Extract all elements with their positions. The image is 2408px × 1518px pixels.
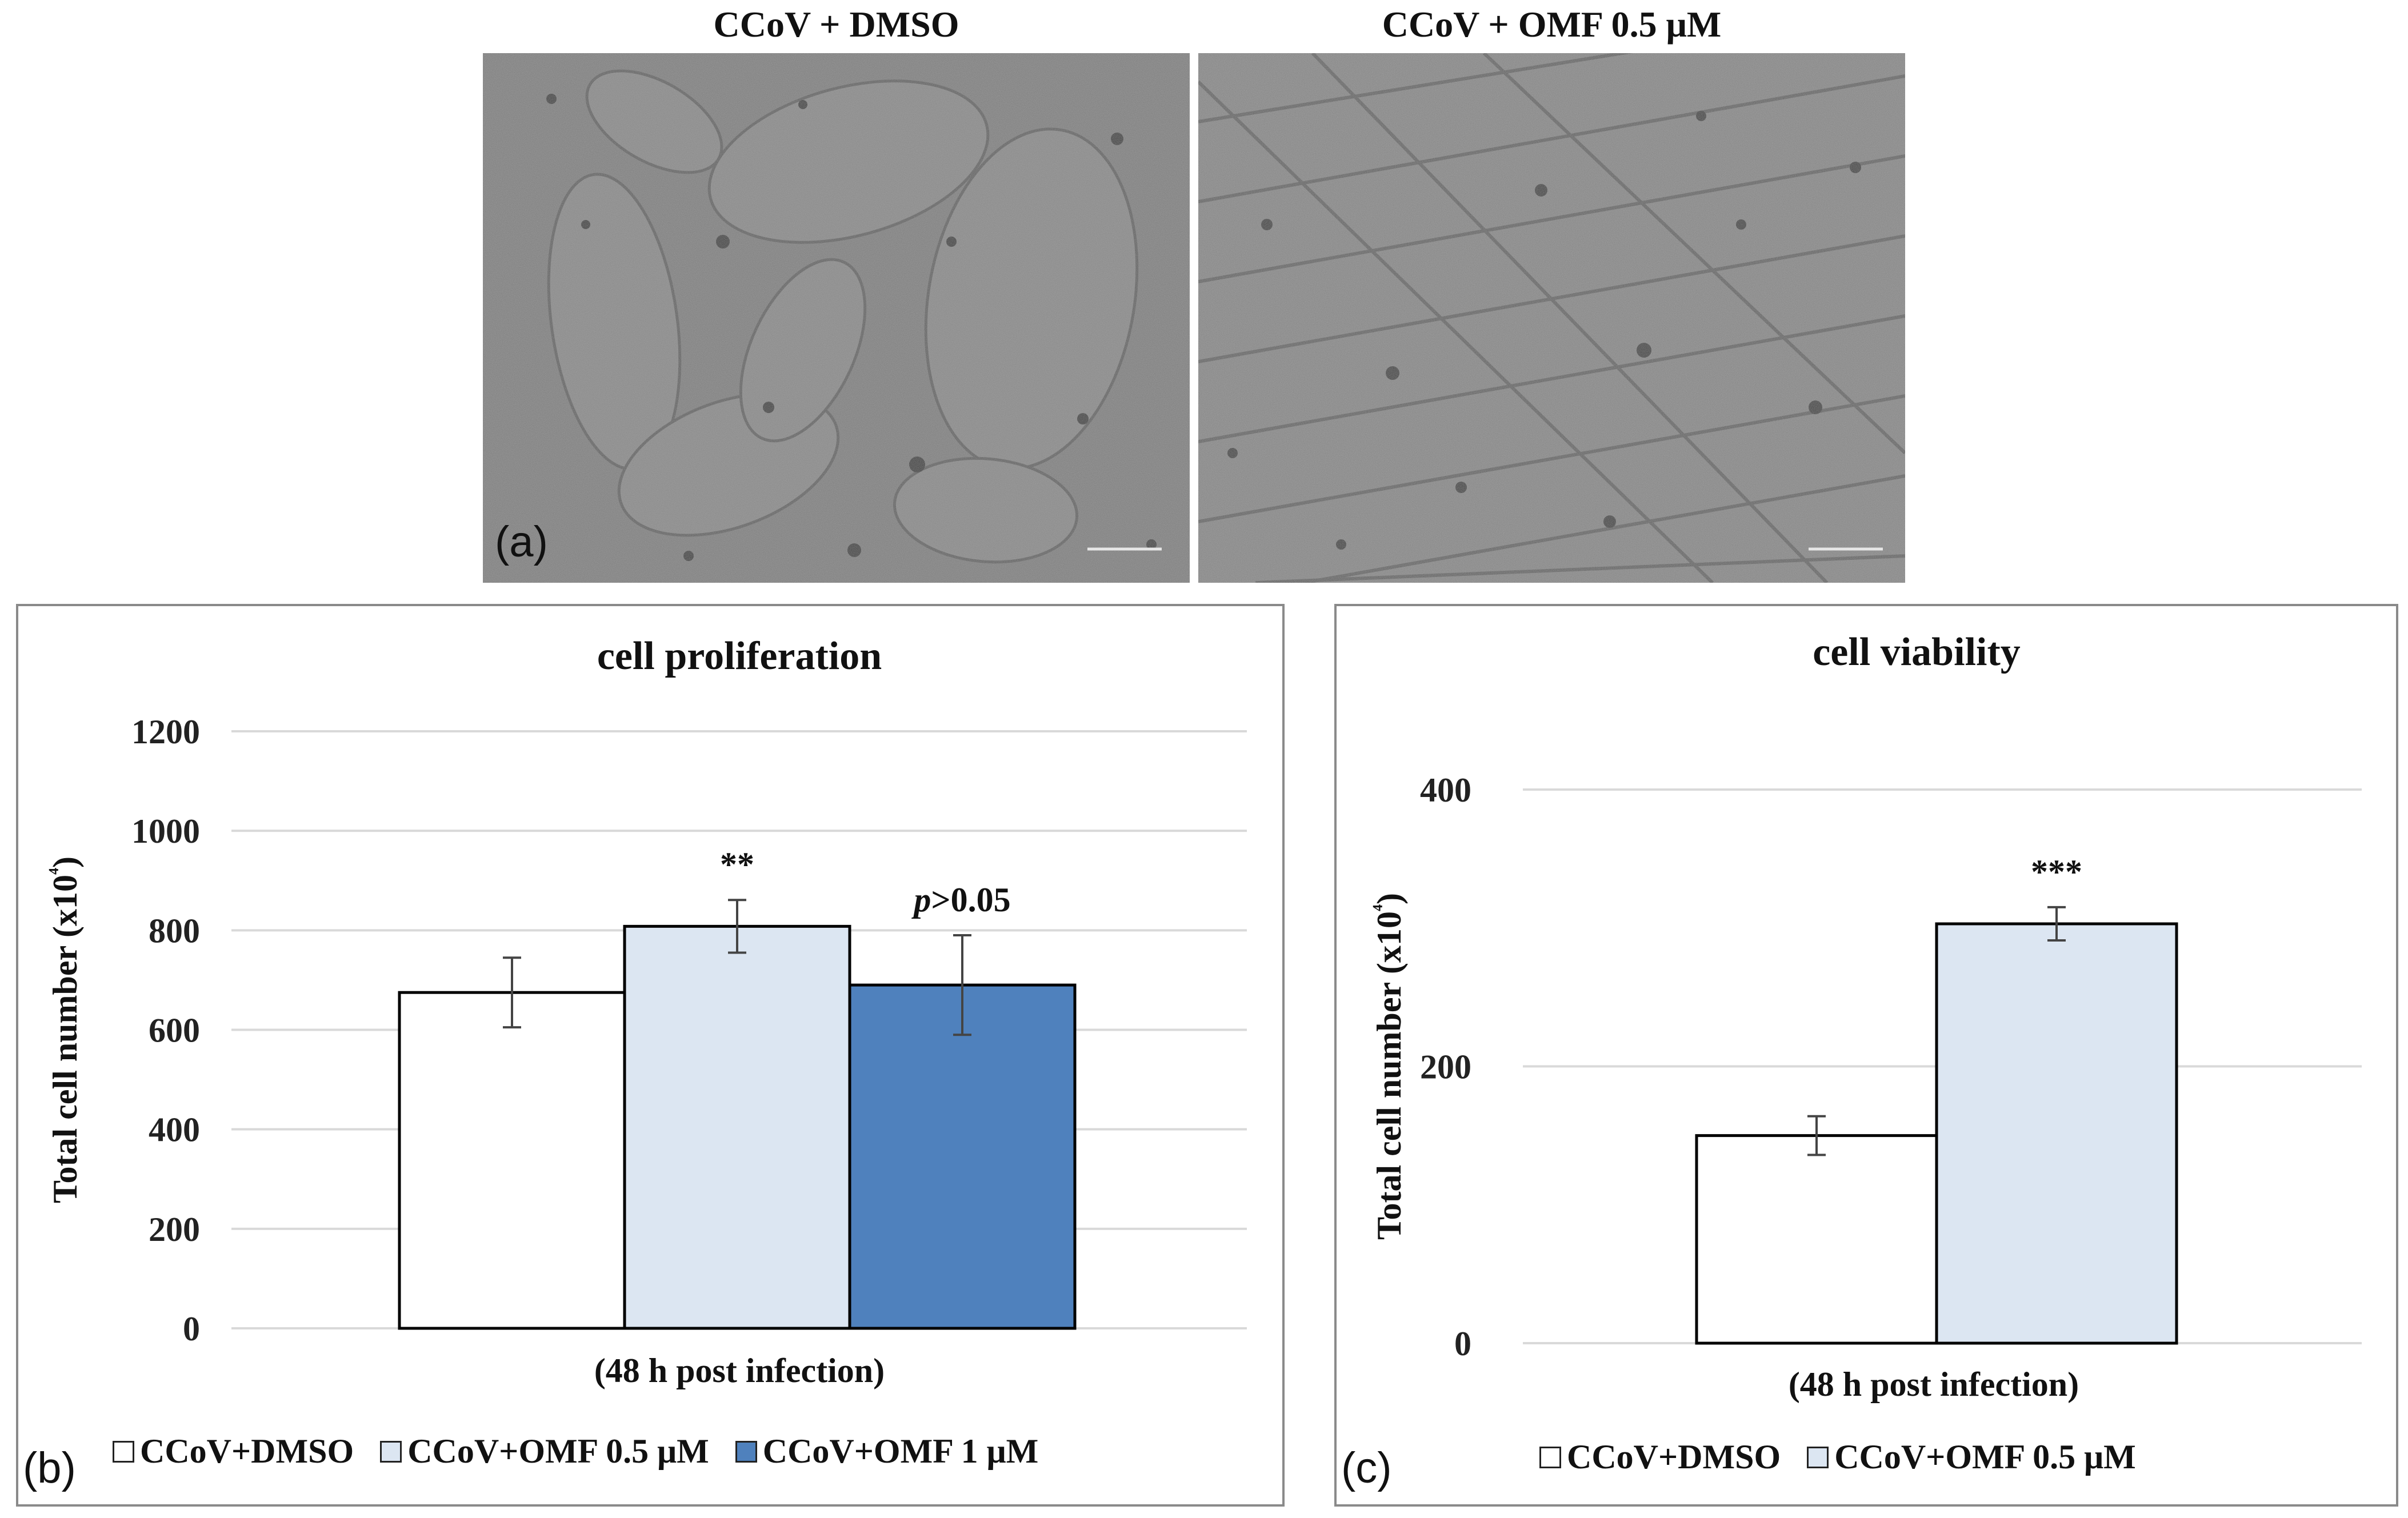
chart-title: cell proliferation — [597, 634, 882, 678]
y-tick-label: 0 — [1454, 1325, 1471, 1363]
y-axis-label: Total cell number (x10⁴) — [1367, 893, 1409, 1240]
proliferation-chart: cell proliferation 0 200 400 600 800 1000 1200 T… — [43, 634, 1247, 1389]
panel-label-a: (a) — [495, 518, 548, 566]
micrograph-dmso — [483, 53, 1190, 583]
significance-label-ccov-omf-1-m: p>0.05 — [911, 881, 1010, 919]
bar-ccov-dmso — [398, 991, 626, 1330]
y-tick-label: 200 — [1420, 1048, 1471, 1086]
y-tick-label: 1200 — [131, 713, 200, 751]
legend-item-omf-05: CCoV+OMF 0.5 μM — [1807, 1437, 2136, 1477]
y-tick-label: 800 — [149, 912, 200, 950]
legend-item-dmso: CCoV+DMSO — [1539, 1437, 1781, 1477]
bar-ccov-omf-0-5-m — [623, 924, 851, 1330]
y-axis-label: Total cell number (x10⁴) — [43, 856, 85, 1203]
legend-label-omf-05: CCoV+OMF 0.5 μM — [1834, 1438, 2136, 1476]
y-tick-label: 400 — [1420, 771, 1471, 809]
y-tick-label: 200 — [149, 1211, 200, 1248]
micrograph-title-omf: CCoV + OMF 0.5 μM — [1382, 4, 1722, 45]
x-axis-label: (48 h post infection) — [1789, 1365, 2079, 1403]
legend-label-omf-1: CCoV+OMF 1 μM — [762, 1432, 1039, 1470]
bar-ccov-omf-0-5-m — [1935, 922, 2178, 1345]
y-tick-label: 400 — [149, 1111, 200, 1149]
significance-label-ccov-omf-0-5-m: *** — [2031, 853, 2082, 891]
panel-label-c: (c) — [1341, 1444, 1392, 1492]
legend-swatch-dmso — [1539, 1446, 1561, 1468]
bar-ccov-omf-1-m — [848, 983, 1077, 1330]
legend-label-dmso: CCoV+DMSO — [140, 1432, 354, 1470]
significance-label-ccov-omf-0-5-m: ** — [720, 846, 754, 883]
micrograph-title-dmso: CCoV + DMSO — [713, 4, 959, 45]
legend-item-omf-1: CCoV+OMF 1 μM — [735, 1432, 1039, 1471]
panel-label-b: (b) — [23, 1444, 76, 1492]
legend-swatch-omf-05 — [380, 1440, 402, 1463]
legend-label-omf-05: CCoV+OMF 0.5 μM — [407, 1432, 709, 1470]
viability-chart: cell viability 0 200 400 Total cell number (… — [1367, 630, 2362, 1403]
chart-title: cell viability — [1813, 630, 2021, 674]
y-tick-label: 0 — [183, 1310, 200, 1348]
micrograph-omf — [1198, 53, 1905, 583]
legend-swatch-omf-1 — [735, 1440, 757, 1463]
chart-panel-viability: cell viability 0 200 400 Total cell number (… — [1334, 604, 2398, 1507]
legend-item-omf-05: CCoV+OMF 0.5 μM — [380, 1432, 709, 1471]
legend-swatch-omf-05 — [1807, 1446, 1829, 1468]
bar-ccov-dmso — [1695, 1134, 1938, 1345]
legend-swatch-dmso — [113, 1440, 134, 1463]
legend-label-dmso: CCoV+DMSO — [1567, 1438, 1781, 1476]
proliferation-legend: CCoV+DMSO CCoV+OMF 0.5 μM CCoV+OMF 1 μM — [113, 1432, 1065, 1471]
legend-item-dmso: CCoV+DMSO — [113, 1432, 354, 1471]
y-tick-label: 1000 — [131, 812, 200, 850]
viability-legend: CCoV+DMSO CCoV+OMF 0.5 μM — [1539, 1437, 2162, 1477]
y-tick-label: 600 — [149, 1012, 200, 1050]
chart-panel-proliferation: cell proliferation 0 200 400 600 800 1000 1200 T… — [16, 604, 1285, 1507]
x-axis-label: (48 h post infection) — [594, 1352, 885, 1389]
